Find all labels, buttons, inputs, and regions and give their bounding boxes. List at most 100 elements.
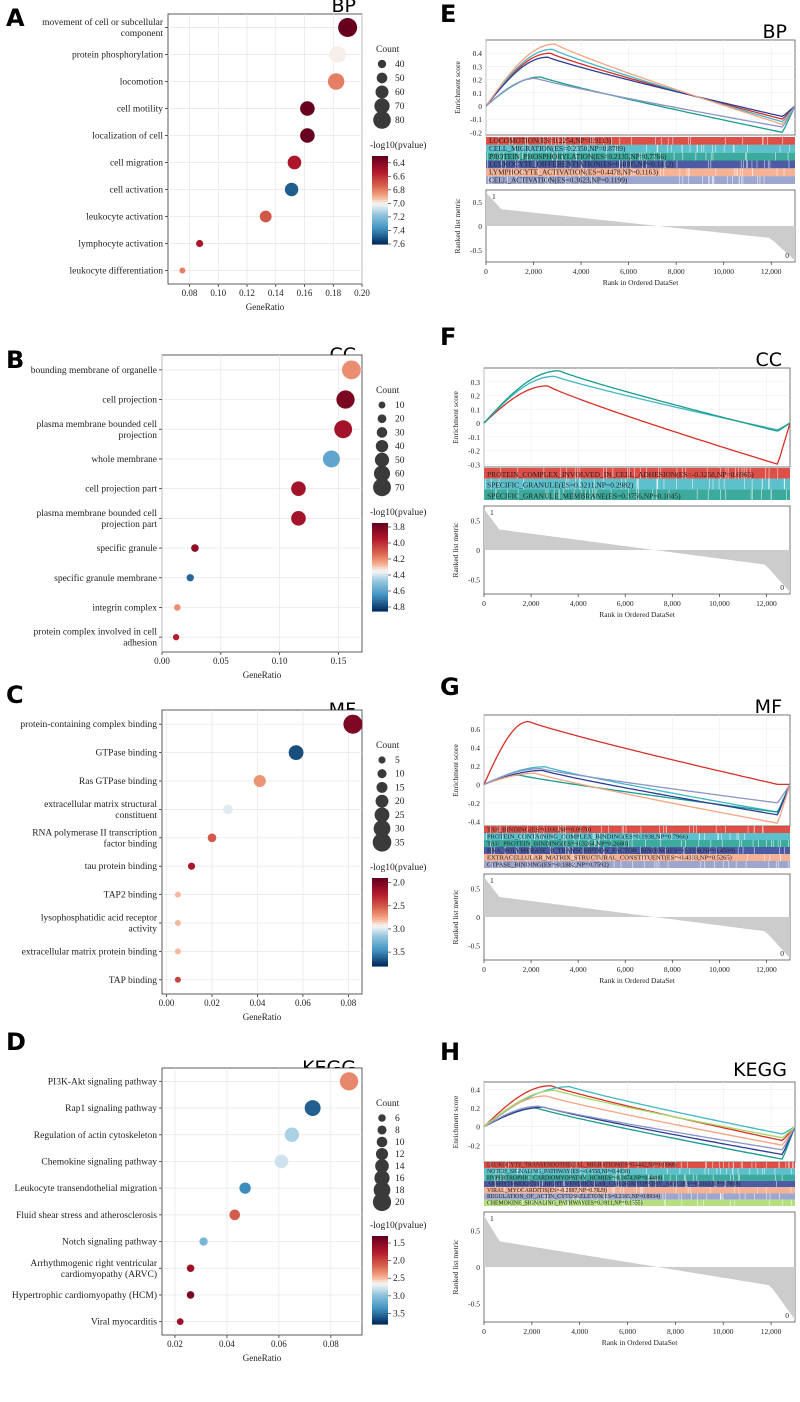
bubble-point — [239, 1182, 251, 1194]
count-legend-dot — [374, 452, 390, 467]
metric-tick-label: -0.5 — [468, 942, 480, 951]
colorbar-segment — [372, 933, 388, 936]
gene-set-strip — [486, 144, 795, 153]
metric-corner-top: 1 — [490, 1214, 494, 1223]
colorbar-segment — [372, 608, 388, 612]
x-tick-label: 0.06 — [271, 1339, 287, 1349]
term-label: GTPase binding — [96, 749, 158, 759]
term-label-line: bounding membrane of organelle — [31, 365, 157, 376]
bubble-point — [291, 511, 306, 526]
colorbar-segment — [372, 1313, 388, 1316]
colorbar-segment — [372, 930, 388, 934]
x-axis-label: GeneRatio — [243, 670, 282, 680]
x-tick-label: 0.10 — [272, 656, 288, 666]
term-label: cell migration — [110, 159, 163, 169]
term-label-line: Arrhythmogenic right ventricular — [30, 1259, 157, 1269]
panel-letter-c: C — [6, 681, 24, 709]
colorbar-segment — [372, 893, 388, 897]
count-legend-title: Count — [376, 741, 400, 751]
term-label: integrin complex — [92, 603, 157, 613]
es-tick-label: 0.4 — [471, 743, 481, 752]
es-tick-label: 0 — [476, 780, 480, 789]
bubble-point — [174, 948, 181, 955]
x-tick-label: 10,000 — [709, 965, 730, 974]
term-label-line: TAP binding — [109, 976, 157, 986]
gene-set-label: SPECIFIC_GRANULE_MEMBRANE(ES=0.3756,NP=0… — [487, 491, 681, 500]
colorbar-segment — [372, 939, 388, 943]
bubble-point — [342, 360, 361, 380]
gsea-panel-g: G MF -0.4 -0.2 0 0.2 0.4 0.6 Enrichment score TAP… — [440, 673, 791, 985]
term-label-line: Notch signaling pathway — [62, 1238, 157, 1248]
colorbar-segment — [372, 952, 388, 956]
term-label-line: factor binding — [103, 838, 157, 849]
bubble-point — [172, 633, 180, 641]
term-label-line: lymphocyte activation — [78, 240, 163, 250]
colorbar-segment — [372, 924, 388, 927]
term-label: Arrhythmogenic right ventricular cardiomy… — [30, 1259, 157, 1280]
es-curve — [483, 1106, 796, 1156]
colorbar-label: 4.0 — [393, 539, 405, 549]
colorbar-segment — [372, 1266, 388, 1270]
colorbar-label: 7.4 — [393, 226, 405, 236]
colorbar-segment — [372, 915, 388, 919]
colorbar-segment — [372, 560, 388, 564]
colorbar-label: 4.2 — [393, 555, 405, 565]
colorbar-segment — [372, 1280, 388, 1283]
colorbar-segment — [372, 913, 388, 916]
colorbar-segment — [372, 1299, 388, 1303]
count-legend-label: 14 — [395, 1162, 405, 1172]
term-label-line: extracellular matrix protein binding — [22, 947, 158, 957]
es-curve — [483, 768, 791, 804]
term-label-line: leukocyte differentiation — [70, 266, 164, 277]
colorbar-label: 7.2 — [393, 213, 405, 223]
gene-set-label: LYMPHOCYTE_ACTIVATION(ES=0.4478,NP=0.116… — [489, 168, 659, 177]
x-axis-label: Rank in Ordered DataSet — [599, 610, 676, 619]
bubble-point — [174, 920, 181, 926]
colorbar-segment — [372, 160, 388, 164]
colorbar-segment — [372, 195, 388, 199]
colorbar-segment — [372, 204, 388, 208]
x-tick-label: 0.04 — [219, 1339, 235, 1349]
colorbar-segment — [372, 878, 388, 881]
bubble-point — [179, 267, 186, 274]
bubble-point — [196, 239, 204, 248]
term-label-line: Fluid shear stress and atherosclerosis — [16, 1211, 157, 1221]
colorbar-segment — [372, 175, 388, 179]
count-legend-dot — [375, 1159, 389, 1173]
x-tick-label: 0 — [482, 965, 486, 974]
colorbar-segment — [372, 1273, 388, 1277]
x-axis-label: GeneRatio — [243, 1353, 282, 1363]
colorbar-segment — [372, 1258, 388, 1261]
panel-title: KEGG — [733, 1059, 787, 1081]
bubble-point — [284, 1127, 300, 1142]
term-label: PI3K-Akt signaling pathway — [48, 1077, 157, 1087]
colorbar-segment — [372, 575, 388, 579]
gene-set-strip — [486, 176, 795, 184]
bubble-point — [336, 390, 355, 409]
gene-set-label: LOCOMOTION(ES=0.2254,NP=0.9113) — [489, 136, 612, 145]
count-legend-dot — [378, 1114, 386, 1122]
term-label: lymphocyte activation — [78, 240, 163, 250]
gene-set-label: PROTEIN_CONTAINING_COMPLEX_BINDING(ES=0.… — [487, 833, 688, 840]
term-label: whole membrane — [91, 455, 157, 465]
colorbar-segment — [372, 1297, 388, 1301]
term-label-line: protein phosphorylation — [72, 51, 163, 61]
gene-set-label: REGULATION_OF_ACTIN_CYTOSKELETON(ES=0.21… — [487, 1193, 660, 1200]
ranked-metric-area — [484, 876, 790, 959]
term-label-line: plasma membrane bounded cell — [36, 509, 157, 519]
count-legend-label: 50 — [395, 456, 405, 466]
colorbar-segment — [372, 171, 388, 175]
metric-tick-label: 0 — [476, 546, 480, 555]
colorbar-segment — [372, 553, 388, 557]
colorbar-segment — [372, 961, 388, 965]
x-tick-label: 0 — [482, 1327, 486, 1336]
colorbar-segment — [372, 1236, 388, 1239]
x-tick-label: 0 — [484, 267, 488, 276]
color-legend-title: -log10(pvalue) — [370, 1220, 426, 1231]
count-legend-dot — [374, 1170, 390, 1186]
gene-set-strip — [484, 854, 790, 861]
count-legend-label: 40 — [395, 442, 405, 452]
x-tick-label: 12,000 — [756, 599, 777, 608]
colorbar-segment — [372, 534, 388, 537]
